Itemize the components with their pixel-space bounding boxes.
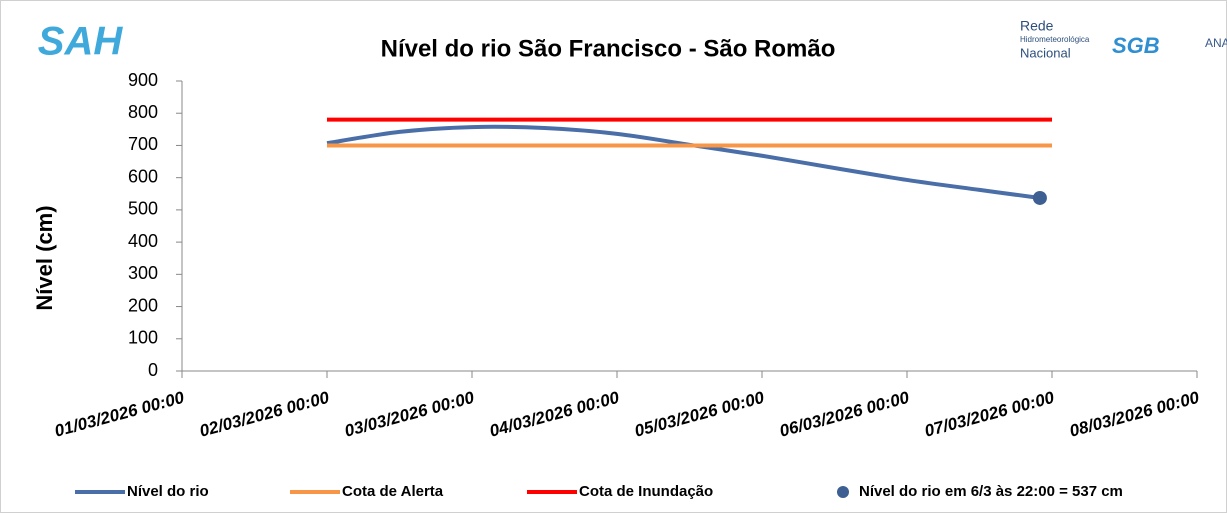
y-tick-label: 500 [128, 199, 158, 219]
y-tick-label: 200 [128, 295, 158, 315]
legend-marker [837, 486, 849, 498]
legend-label: Cota de Alerta [342, 483, 444, 500]
logo-rede: Nacional [1020, 45, 1071, 60]
y-axis-label: Nível (cm) [32, 205, 57, 310]
y-tick-label: 300 [128, 263, 158, 283]
legend-label: Nível do rio [127, 483, 209, 500]
data-point [1032, 190, 1047, 205]
y-tick-label: 100 [128, 328, 158, 348]
logo-rede: Rede [1020, 18, 1054, 34]
logo-sgb: SGB [1112, 33, 1160, 58]
y-tick-label: 800 [128, 102, 158, 122]
logo-rede: Hidrometeorológica [1020, 35, 1090, 44]
y-tick-label: 400 [128, 231, 158, 251]
logo-ana: ANA [1205, 36, 1227, 50]
logo-sah: SAH [38, 20, 124, 64]
legend-label: Cota de Inundação [579, 483, 713, 500]
chart-title: Nível do rio São Francisco - São Romão [381, 35, 836, 62]
y-tick-label: 600 [128, 166, 158, 186]
y-tick-label: 900 [128, 70, 158, 90]
y-tick-label: 0 [148, 360, 158, 380]
y-tick-label: 700 [128, 134, 158, 154]
legend-label: Nível do rio em 6/3 às 22:00 = 537 cm [859, 483, 1123, 500]
